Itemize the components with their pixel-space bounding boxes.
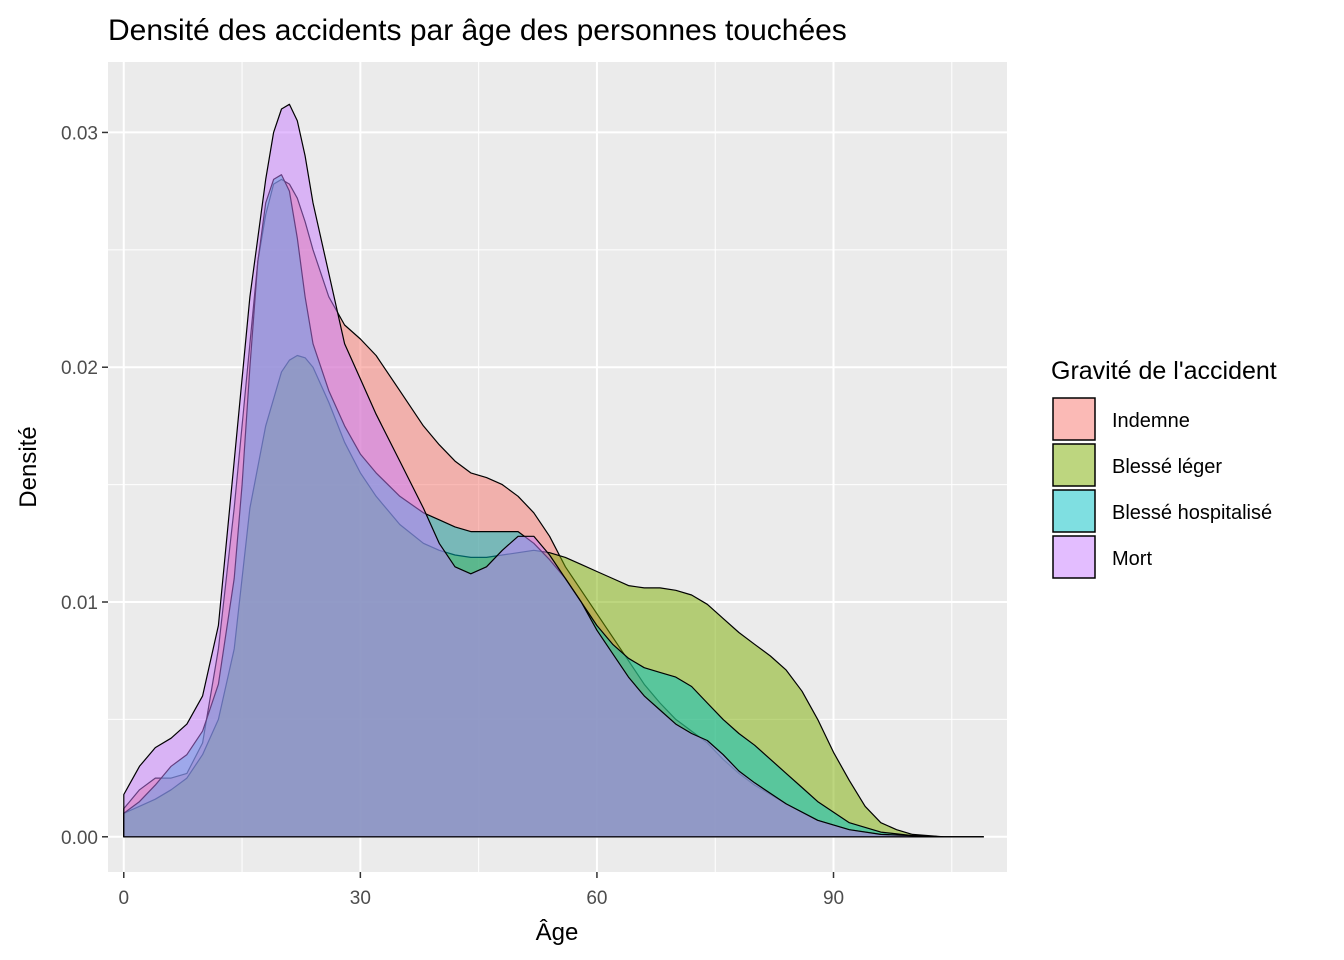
y-tick-label: 0.02: [61, 358, 98, 379]
y-tick-label: 0.01: [61, 593, 98, 614]
legend-key: [1052, 489, 1096, 533]
density-areas: [123, 103, 984, 838]
x-tick-label: 0: [118, 888, 129, 909]
grid-minor: [108, 62, 1007, 872]
legend-label: Blessé léger: [1112, 456, 1222, 478]
y-tick-label: 0.03: [61, 123, 98, 144]
legend-items: Indemne Blessé léger Blessé hospitalisé Mor…: [1052, 397, 1272, 579]
x-axis-title: Âge: [536, 919, 579, 946]
x-tick-label: 60: [586, 888, 607, 909]
y-axis-title: Densité: [15, 426, 42, 507]
legend-label: Mort: [1112, 548, 1152, 570]
chart-title: Densité des accidents par âge des person…: [108, 14, 847, 47]
legend-title: Gravité de l'accident: [1051, 357, 1277, 385]
legend-key: [1052, 535, 1096, 579]
x-tick-label: 30: [350, 888, 371, 909]
y-tick-label: 0.00: [61, 828, 98, 849]
legend-key: [1052, 397, 1096, 441]
x-tick-label: 90: [823, 888, 844, 909]
legend-label: Indemne: [1112, 410, 1190, 432]
x-axis: 0 30 60 90: [118, 872, 844, 909]
y-axis: 0.00 0.01 0.02 0.03: [61, 123, 108, 849]
legend: Gravité de l'accident Indemne Blessé lége…: [1051, 357, 1277, 579]
density-area-4: [123, 103, 984, 838]
legend-key: [1052, 443, 1096, 487]
legend-label: Blessé hospitalisé: [1112, 502, 1272, 524]
